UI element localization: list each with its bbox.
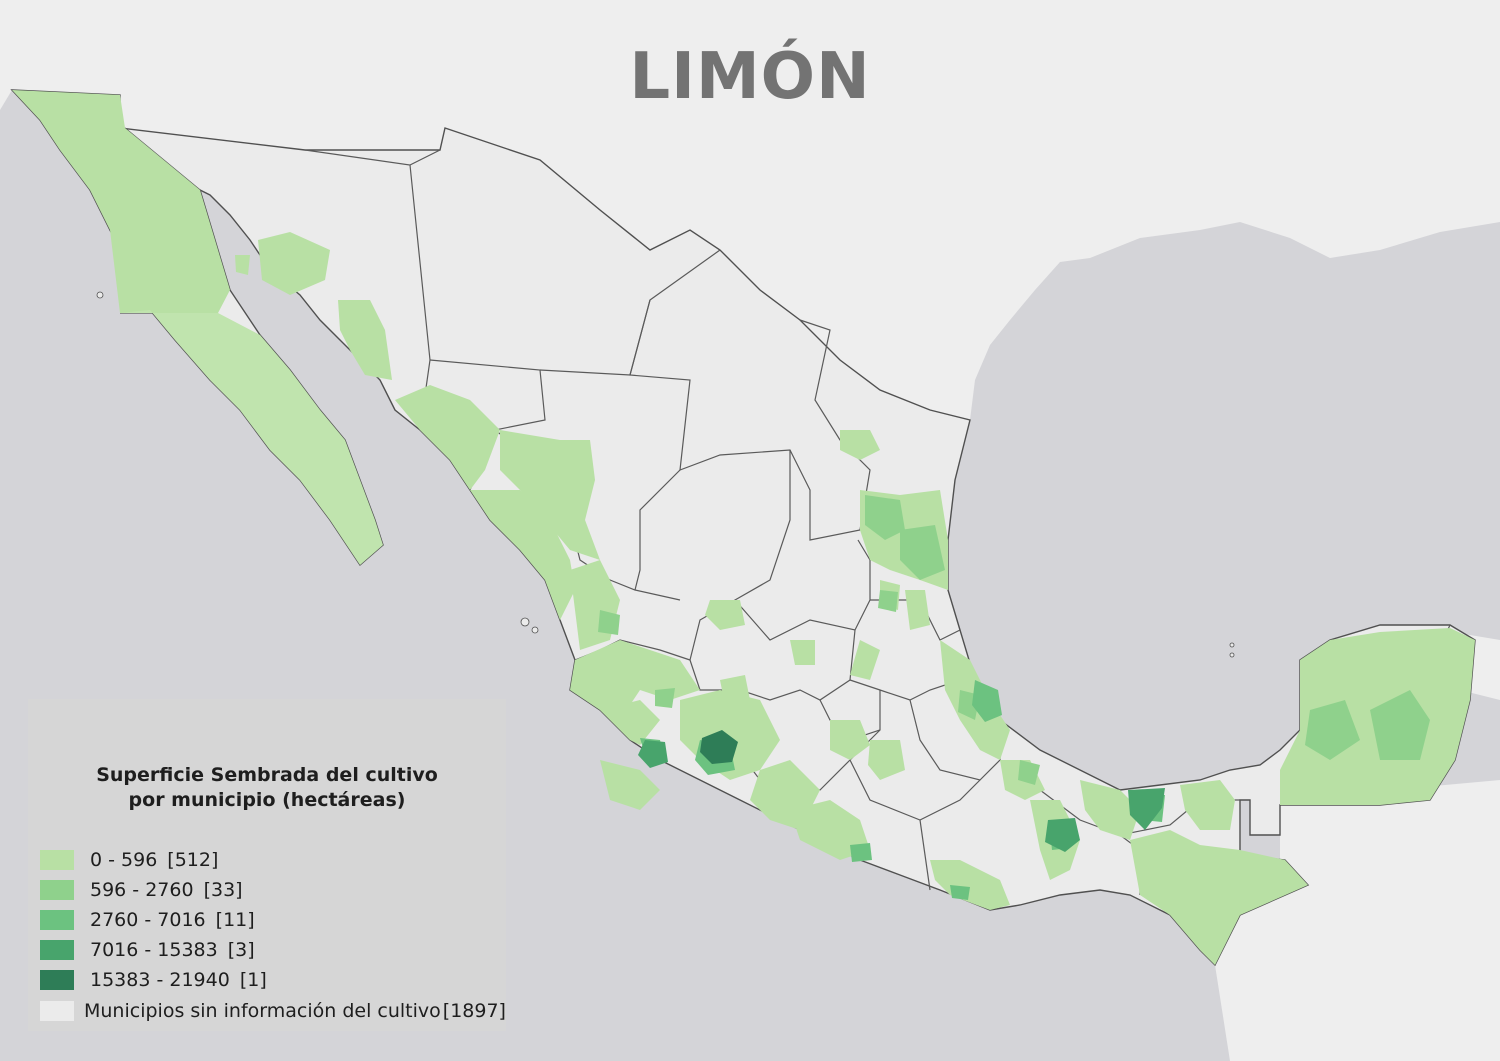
legend-range: Municipios sin información del cultivo [84,1000,441,1022]
usa-land [0,0,1500,420]
legend-title-line1: Superficie Sembrada del cultivo [96,764,438,786]
legend-title: Superficie Sembrada del cultivo por muni… [28,763,506,813]
legend-range: 596 - 2760 [90,879,194,901]
legend-swatch [40,850,74,870]
legend-count: [512] [167,849,219,871]
legend-swatch [40,910,74,930]
class-5-municipalities [700,730,738,764]
legend-range: 0 - 596 [90,849,158,871]
legend-title-line2: por municipio (hectáreas) [128,789,406,811]
legend-count: [33] [203,879,243,901]
legend-swatch [40,970,74,990]
legend-range: 15383 - 21940 [90,969,230,991]
legend-swatch [40,880,74,900]
map-title: LIMÓN [629,40,871,114]
legend-count: [1] [239,969,267,991]
legend: Superficie Sembrada del cultivo por muni… [28,699,506,1031]
legend-swatch [40,1001,74,1021]
legend-count: [1897] [442,1000,506,1022]
legend-count: [3] [227,939,255,961]
islands [96,291,1235,658]
central-america-land [1215,780,1500,1061]
legend-range: 2760 - 7016 [90,909,206,931]
legend-swatch [40,940,74,960]
legend-count: [11] [215,909,255,931]
class-4-municipalities [638,740,1165,852]
legend-range: 7016 - 15383 [90,939,218,961]
class-2-municipalities [598,495,1430,785]
